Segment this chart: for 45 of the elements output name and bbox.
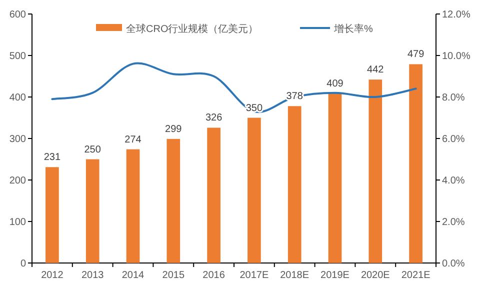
y2-tick-label: 10.0% [442,51,470,62]
data-label: 250 [84,144,102,156]
bar [126,149,140,263]
x-tick-label: 2015 [162,270,185,281]
y-tick-label: 600 [9,10,26,20]
x-tick-label: 2021E [401,270,431,281]
bar [328,93,342,263]
data-label: 409 [326,78,344,90]
bar [207,128,220,263]
y2-tick-label: 2.0% [442,217,465,228]
y-tick-label: 0 [20,258,26,270]
bar [86,159,100,263]
y2-tick-label: 4.0% [442,176,465,186]
y-tick-label: 400 [9,92,26,104]
x-tick-label: 2014 [122,270,145,281]
y2-tick-label: 6.0% [442,134,465,145]
bar [166,138,180,263]
y2-tick-label: 8.0% [442,92,465,104]
y-tick-label: 200 [9,176,26,186]
line-series [51,62,417,113]
data-label: 442 [367,64,384,76]
x-tick-label: 2013 [81,270,104,281]
legend-label: 增长率% [333,23,373,35]
data-label: 274 [124,134,142,146]
data-label: 326 [205,112,223,124]
bar [288,106,302,263]
bar [409,64,422,263]
x-tick-label: 2012 [41,270,64,281]
bar [368,80,382,263]
data-label: 231 [44,152,61,164]
legend-label: 全球CRO行业规模（亿美元） [126,23,258,35]
x-tick-label: 2020E [360,270,390,281]
y-tick-label: 100 [9,217,26,228]
x-tick-label: 2018E [280,270,310,281]
y2-tick-label: 12.0% [442,10,470,20]
y-tick-label: 500 [9,51,26,62]
data-label: 299 [165,124,182,135]
x-tick-label: 2017E [240,270,269,281]
bar [248,118,261,263]
bar [46,167,59,263]
x-tick-label: 2019E [320,270,350,281]
y2-tick-label: 0.0% [442,258,465,270]
y-tick-label: 300 [9,134,26,145]
x-tick-label: 2016 [202,270,226,281]
data-label: 479 [407,49,425,60]
